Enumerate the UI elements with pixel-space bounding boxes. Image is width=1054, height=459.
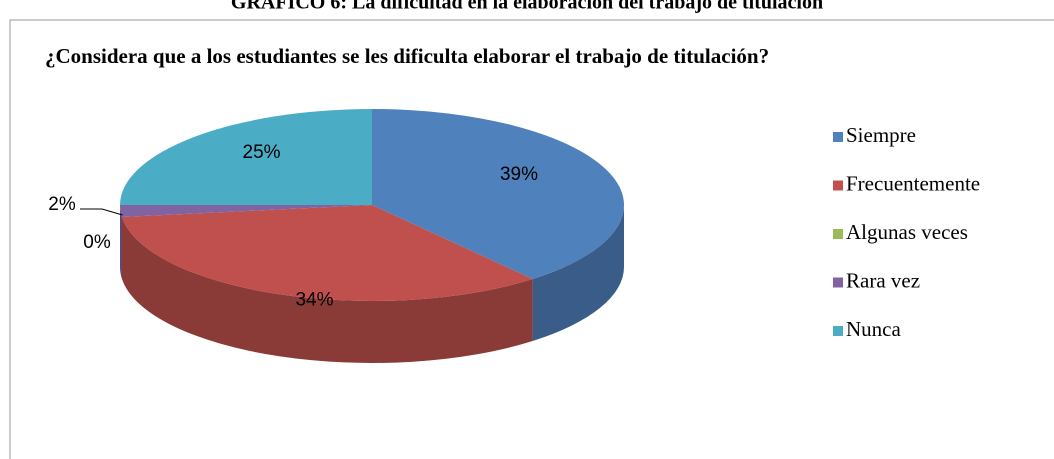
chart-frame [9, 19, 1054, 459]
legend-label: Rara vez [846, 268, 920, 292]
legend-label: Algunas veces [846, 220, 968, 244]
leader-line [80, 208, 123, 216]
slice-side [120, 205, 122, 280]
slice [121, 205, 533, 302]
slice-side [121, 217, 533, 363]
chart-title: ¿Considera que a los estudiantes se les … [45, 44, 769, 68]
slice-side [532, 205, 624, 341]
data-label: 0% [83, 232, 111, 253]
data-label: 39% [500, 164, 538, 185]
legend-swatch [833, 326, 843, 336]
data-label: 25% [243, 142, 281, 163]
slice [372, 109, 625, 279]
legend-swatch [833, 229, 843, 239]
data-label: 2% [48, 194, 76, 215]
legend-label: Frecuentemente [846, 171, 980, 195]
data-label: 34% [295, 289, 333, 310]
legend-label: Siempre [846, 123, 916, 147]
legend-swatch [833, 277, 843, 288]
legend-swatch [833, 132, 843, 142]
figure-caption: GRÁFICO 6: La dificultad en la elaboraci… [231, 0, 823, 14]
legend-label: Nunca [846, 317, 901, 341]
slice [120, 109, 372, 205]
slice [120, 205, 372, 218]
legend-swatch [833, 180, 843, 191]
